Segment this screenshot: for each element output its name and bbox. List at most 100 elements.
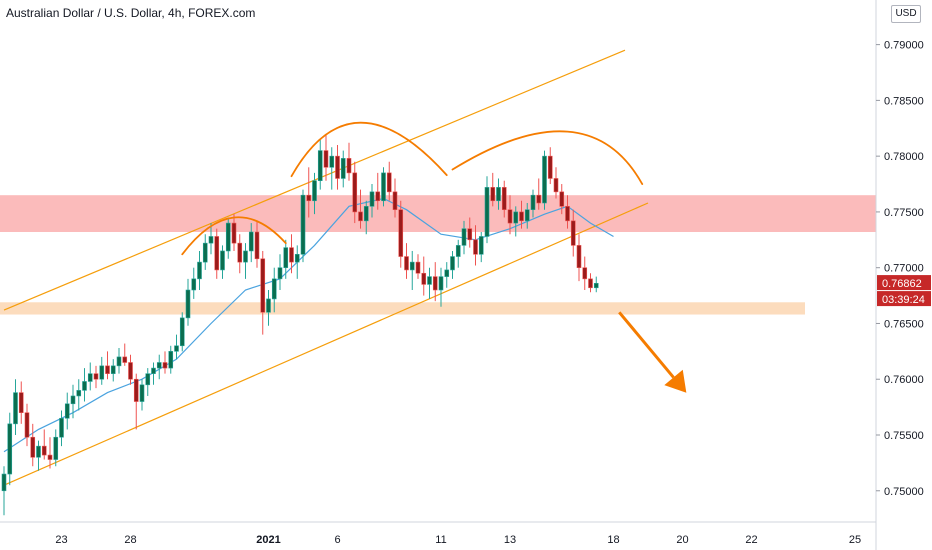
candle-body [340, 158, 346, 179]
candle-body [570, 220, 576, 246]
candle-body [294, 254, 300, 263]
candle-body [289, 247, 294, 263]
candle-body [352, 172, 358, 213]
candle-body [185, 289, 191, 319]
candle-body [36, 445, 41, 458]
candle-body [576, 245, 582, 268]
bearish-arrow-shaft [618, 311, 675, 379]
candle-body [323, 150, 329, 168]
candle-body [151, 367, 156, 374]
candle-body [133, 378, 139, 402]
candle-body [588, 278, 593, 289]
candle-body [582, 267, 588, 280]
candle-body [99, 365, 105, 380]
candle-body [243, 250, 248, 263]
price-tick-label: 0.77000 [884, 263, 924, 275]
candle-body [467, 228, 473, 241]
candle-body [386, 172, 392, 193]
candle-body [381, 172, 386, 202]
candle-body [398, 209, 404, 257]
candle-body [358, 211, 363, 222]
candle-body [329, 155, 335, 168]
candle-body [214, 236, 220, 271]
candle-body [317, 150, 323, 181]
candle-body [427, 276, 432, 285]
candle-body [335, 155, 340, 179]
candle-body [271, 278, 277, 300]
time-tick-label: 23 [55, 534, 67, 546]
moving-average-line [3, 197, 614, 453]
last-price-tag [877, 275, 931, 291]
annotations-layer [181, 121, 687, 393]
candle-body [559, 191, 565, 207]
countdown-tag [877, 291, 931, 307]
candle-body [179, 317, 185, 347]
candle-body [93, 373, 99, 380]
candle-body [76, 390, 82, 397]
candle-body [59, 417, 64, 438]
candle-body [220, 250, 225, 271]
zones-layer [0, 195, 876, 315]
candle-body [162, 362, 168, 369]
candle-body [404, 256, 409, 271]
candle-body [116, 356, 122, 367]
time-tick-label: 25 [849, 534, 861, 546]
candle-body [507, 209, 513, 224]
candle-body [231, 222, 237, 244]
candle-body [128, 362, 133, 380]
candle-body [553, 178, 559, 193]
candle-body [87, 373, 93, 382]
candle-body [208, 236, 214, 244]
candle-body [41, 445, 47, 456]
candle-body [64, 403, 70, 419]
pattern-dome [451, 130, 644, 185]
time-tick-label: 22 [745, 534, 757, 546]
countdown-label: 03:39:24 [882, 294, 925, 306]
candle-body [105, 365, 110, 374]
lines-layer [3, 49, 649, 486]
candle-body [248, 231, 254, 252]
currency-button[interactable]: USD [891, 5, 921, 23]
candle-body [7, 423, 13, 475]
candle-body [375, 191, 381, 202]
pattern-dome [290, 121, 448, 178]
candle-body [409, 261, 415, 271]
time-tick-label: 11 [435, 534, 446, 546]
candle-body [455, 245, 461, 257]
last-price-label: 0.76862 [882, 278, 922, 290]
price-tick-label: 0.79000 [884, 40, 924, 52]
time-tick-label: 13 [504, 534, 516, 546]
time-tick-label: 6 [334, 534, 340, 546]
candle-body [306, 194, 312, 202]
candle-body [392, 191, 398, 210]
candle-body [524, 209, 530, 222]
candle-body [70, 395, 76, 405]
candle-body [444, 269, 450, 277]
candle-body [513, 211, 519, 224]
candle-body [312, 180, 317, 202]
candle-body [421, 272, 427, 285]
price-tick-label: 0.76500 [884, 318, 924, 330]
time-tick-label: 28 [124, 534, 136, 546]
candle-body [47, 454, 53, 460]
candle-body [145, 373, 151, 386]
candle-body [478, 236, 484, 255]
candle-body [53, 436, 59, 460]
support-zone [0, 302, 805, 315]
bearish-arrow-head [664, 369, 687, 393]
price-tick-label: 0.76000 [884, 374, 924, 386]
candle-body [473, 239, 478, 255]
resistance-zone [0, 195, 876, 232]
candle-body [30, 436, 36, 458]
candle-body [490, 187, 496, 202]
candle-body [266, 298, 271, 313]
candle-body [24, 412, 30, 438]
candle-body [82, 381, 87, 391]
candle-body [254, 231, 260, 260]
candle-body [565, 206, 570, 222]
candle-body [496, 187, 501, 202]
candle-body [122, 356, 128, 363]
candle-body [547, 155, 553, 179]
candle-body [415, 261, 421, 274]
